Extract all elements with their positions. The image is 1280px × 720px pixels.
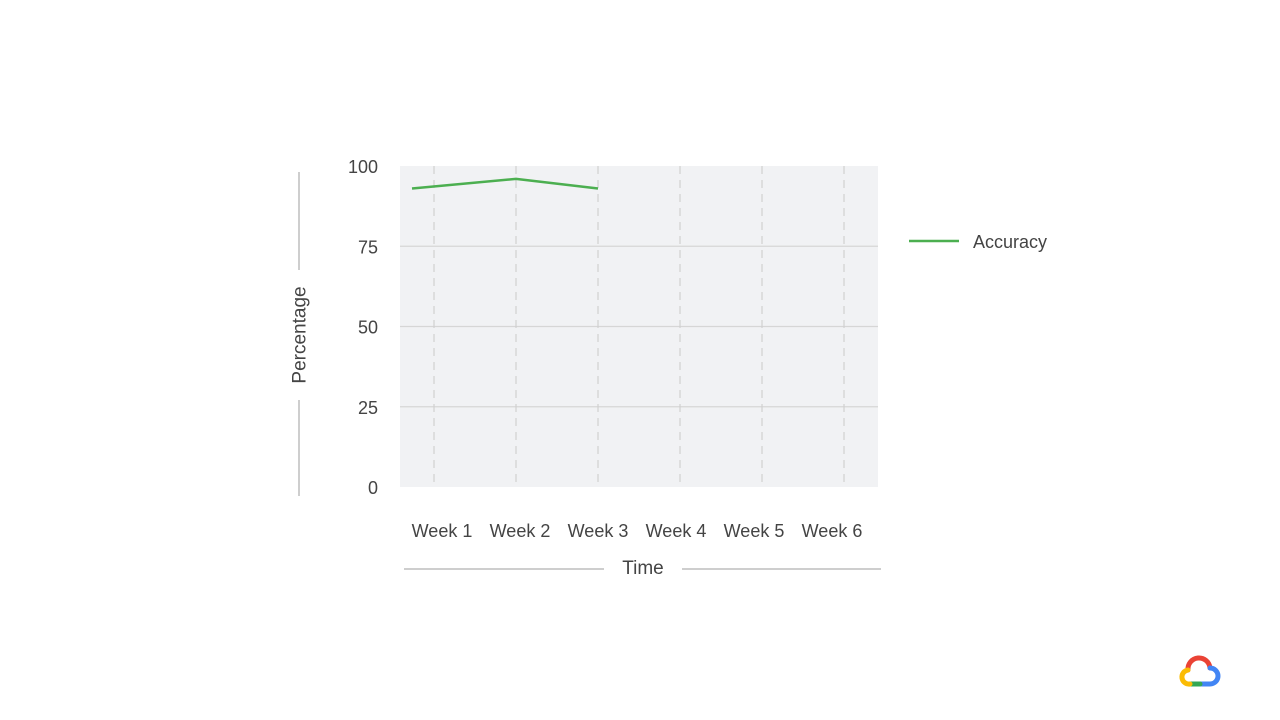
y-tick-label: 75	[358, 237, 378, 257]
x-tick-label: Week 1	[412, 521, 473, 541]
series-layer	[411, 177, 599, 190]
x-axis-title: Time	[622, 558, 664, 579]
y-tick-label: 0	[368, 478, 378, 498]
y-tick-labels: 0 25 50 75 100	[348, 157, 378, 498]
x-tick-label: Week 4	[646, 521, 707, 541]
y-tick-label: 50	[358, 318, 378, 338]
grid-lines	[400, 166, 878, 487]
x-tick-label: Week 3	[568, 521, 629, 541]
x-tick-label: Week 2	[490, 521, 551, 541]
x-tick-label: Week 5	[724, 521, 785, 541]
y-axis-title: Percentage	[290, 286, 311, 383]
y-tick-label: 25	[358, 398, 378, 418]
y-tick-label: 100	[348, 157, 378, 177]
series-line-accuracy	[411, 177, 599, 190]
x-tick-label: Week 6	[802, 521, 863, 541]
google-cloud-logo-icon	[1179, 655, 1221, 687]
legend: Accuracy	[909, 232, 1047, 252]
legend-label-accuracy: Accuracy	[973, 232, 1047, 252]
x-tick-labels: Week 1 Week 2 Week 3 Week 4 Week 5 Week 6	[412, 521, 863, 541]
